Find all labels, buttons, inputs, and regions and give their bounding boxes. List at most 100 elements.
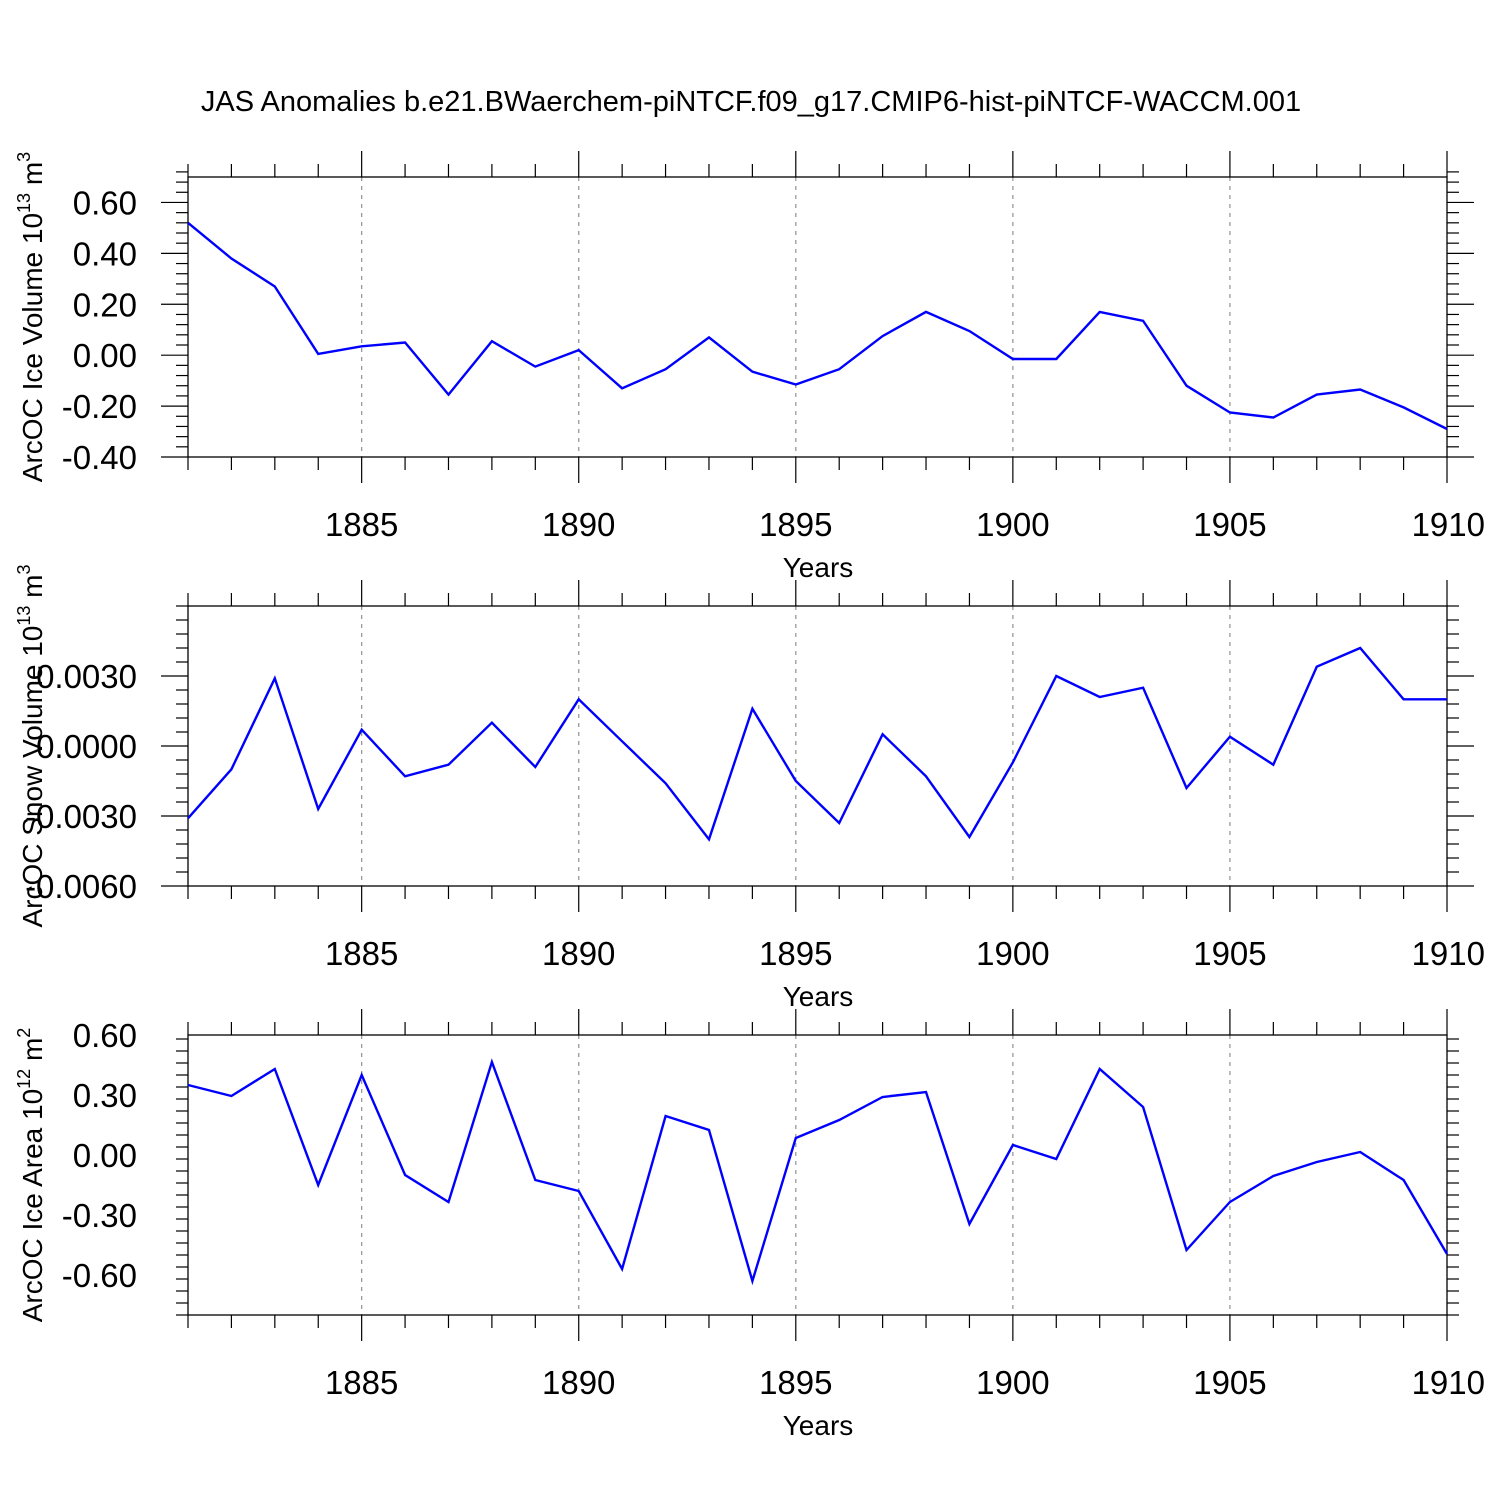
data-point [1098, 695, 1102, 699]
x-tick-label: 1895 [759, 935, 832, 972]
data-point [360, 1073, 364, 1077]
data-point [837, 367, 841, 371]
x-tick-label: 1885 [325, 506, 398, 543]
data-point [229, 767, 233, 771]
data-point [316, 352, 320, 356]
y-tick-label: 0.0000 [36, 728, 137, 765]
data-point [446, 763, 450, 767]
data-point [360, 344, 364, 348]
data-point [533, 765, 537, 769]
y-tick-label: 0.60 [73, 184, 137, 221]
data-point [446, 393, 450, 397]
data-point [1185, 1248, 1189, 1252]
data-point [664, 781, 668, 785]
x-tick-label: 1905 [1193, 506, 1266, 543]
data-point [1011, 1143, 1015, 1147]
data-series-line [187, 221, 1448, 431]
data-point [620, 739, 624, 743]
data-point [316, 1183, 320, 1187]
data-point [1228, 735, 1232, 739]
y-tick-label: 0.20 [73, 286, 137, 323]
data-point [1445, 427, 1449, 431]
y-tick-label: -0.20 [62, 388, 137, 425]
data-point [707, 1128, 711, 1132]
data-point [707, 837, 711, 841]
y-tick-label: 0.60 [73, 1017, 137, 1054]
data-point [273, 284, 277, 288]
data-point [186, 816, 190, 820]
data-point [750, 707, 754, 711]
y-tick-label: 0.00 [73, 337, 137, 374]
data-point [229, 1094, 233, 1098]
y-axis-label-exponent: 3 [14, 152, 34, 162]
data-point [967, 329, 971, 333]
data-point [1228, 410, 1232, 414]
x-axis-label: Years [783, 552, 854, 583]
data-point [1402, 1178, 1406, 1182]
data-point [1185, 786, 1189, 790]
y-axis-label-exponent: 13 [14, 193, 34, 213]
data-point [229, 256, 233, 260]
x-tick-label: 1895 [759, 506, 832, 543]
x-tick-label: 1910 [1412, 506, 1485, 543]
x-tick-label: 1890 [542, 935, 615, 972]
plot-frame [187, 176, 1448, 458]
data-point [403, 1173, 407, 1177]
y-axis-label-exponent: 3 [14, 564, 34, 574]
x-tick-label: 1895 [759, 1364, 832, 1401]
data-point [1445, 697, 1449, 701]
x-tick-label: 1900 [976, 506, 1049, 543]
data-point [403, 774, 407, 778]
data-point [1141, 686, 1145, 690]
data-point [1054, 357, 1058, 361]
data-point [1445, 1252, 1449, 1256]
y-tick-label: 0.30 [73, 1077, 137, 1114]
x-tick-label: 1905 [1193, 935, 1266, 972]
data-point [1315, 393, 1319, 397]
data-point [1358, 646, 1362, 650]
data-point [1011, 760, 1015, 764]
figure-title: JAS Anomalies b.e21.BWaerchem-piNTCF.f09… [201, 86, 1301, 118]
y-axis-label-exponent: 13 [14, 606, 34, 626]
y-axis-label-part: m [17, 574, 48, 605]
data-point [1402, 405, 1406, 409]
data-point [186, 221, 190, 225]
x-tick-label: 1900 [976, 935, 1049, 972]
y-tick-label: 0.0030 [36, 658, 137, 695]
data-point [1011, 357, 1015, 361]
x-tick-label: 1910 [1412, 1364, 1485, 1401]
x-tick-label: 1890 [542, 1364, 615, 1401]
y-axis-label: ArcOC Ice Volume 1013 m3 [14, 152, 48, 482]
x-tick-label: 1910 [1412, 935, 1485, 972]
data-point [620, 1267, 624, 1271]
y-tick-label: 0.40 [73, 235, 137, 272]
data-point [446, 1200, 450, 1204]
y-axis-label-exponent: 2 [14, 1028, 34, 1038]
y-tick-label: -0.0060 [25, 868, 137, 905]
data-point [490, 721, 494, 725]
data-point [577, 1189, 581, 1193]
data-series-line [187, 646, 1447, 842]
data-point [533, 365, 537, 369]
y-tick-label: -0.40 [62, 439, 137, 476]
data-point [967, 1222, 971, 1226]
data-point [273, 1067, 277, 1071]
x-tick-label: 1890 [542, 506, 615, 543]
y-axis-label-part: ArcOC Ice Volume 10 [17, 213, 48, 482]
x-tick-label: 1905 [1193, 1364, 1266, 1401]
x-axis-label: Years [783, 981, 854, 1012]
data-point [794, 382, 798, 386]
data-point [360, 728, 364, 732]
data-point [881, 1095, 885, 1099]
data-point [664, 1114, 668, 1118]
data-point [750, 370, 754, 374]
data-point [1098, 310, 1102, 314]
data-point [750, 1279, 754, 1283]
data-point [1315, 1160, 1319, 1164]
y-axis-label-part: m [17, 1038, 48, 1069]
data-point [1271, 1174, 1275, 1178]
data-point [273, 676, 277, 680]
y-axis-label: ArcOC Snow Volume 1013 m3 [14, 564, 48, 927]
ice-area-panel: -0.60 -0.30 0.00 0.30 0.60 1885 1890 1895 1900 19… [14, 1009, 1485, 1441]
